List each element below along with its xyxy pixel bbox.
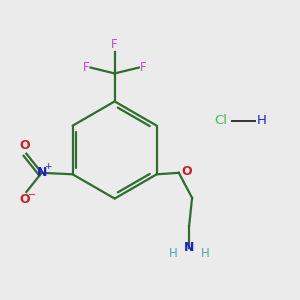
Text: +: +	[44, 162, 52, 171]
Text: −: −	[28, 190, 36, 200]
Text: N: N	[37, 166, 47, 179]
Text: F: F	[82, 61, 89, 74]
Text: F: F	[140, 61, 147, 74]
Text: N: N	[184, 242, 194, 254]
Text: O: O	[20, 194, 30, 206]
Text: H: H	[201, 247, 210, 260]
Text: Cl: Cl	[214, 114, 227, 127]
Text: F: F	[111, 38, 118, 51]
Text: O: O	[181, 165, 191, 178]
Text: O: O	[20, 139, 30, 152]
Text: H: H	[169, 247, 177, 260]
Text: H: H	[257, 114, 267, 127]
